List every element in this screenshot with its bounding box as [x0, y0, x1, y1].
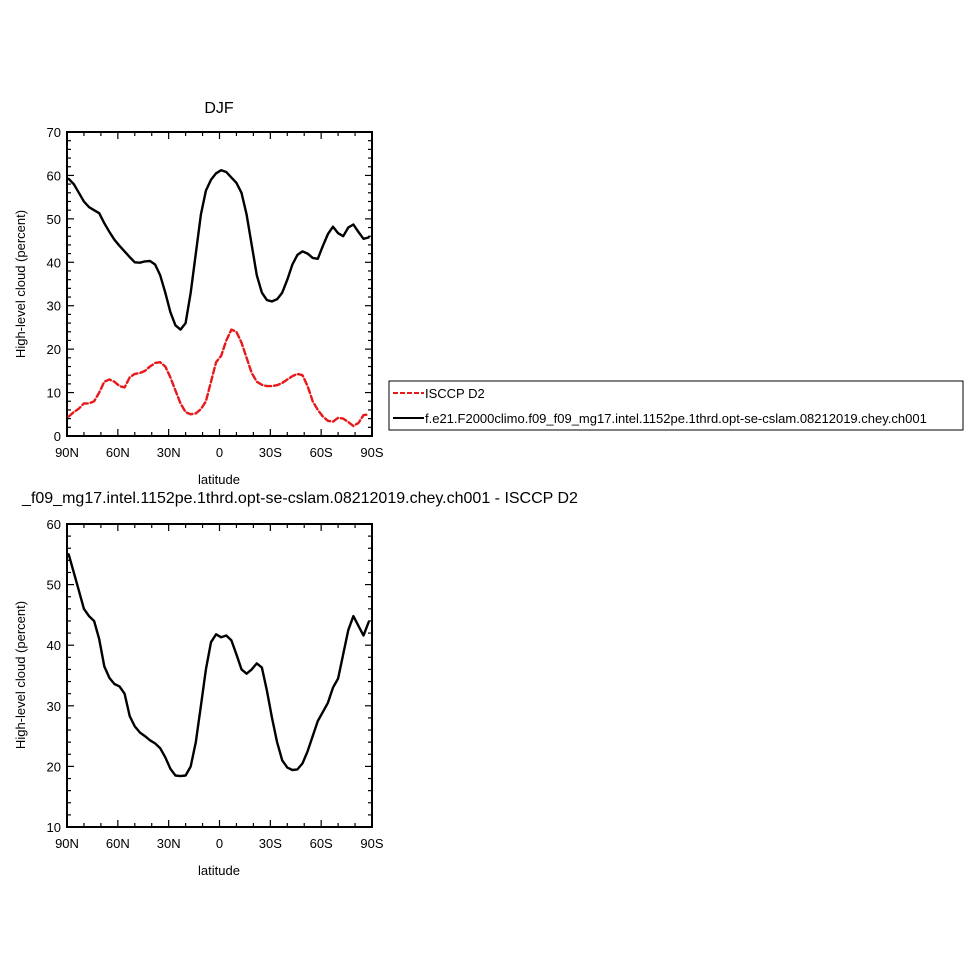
bottom-panel: _f09_mg17.intel.1152pe.1thrd.opt-se-csla… — [13, 490, 578, 878]
bottom-y-tick-label: 30 — [47, 699, 61, 714]
top-x-tick-label: 30N — [157, 445, 181, 460]
legend-box — [388, 380, 964, 431]
top-x-tick-label: 90S — [360, 445, 383, 460]
top-x-tick-label: 90N — [55, 445, 79, 460]
bottom-y-tick-label: 60 — [47, 517, 61, 532]
bottom-x-tick-label: 0 — [216, 836, 223, 851]
top-y-tick-label: 10 — [47, 386, 61, 401]
top-x-tick-label: 60N — [106, 445, 130, 460]
bottom-y-tick-label: 40 — [47, 638, 61, 653]
top-series-line-0 — [67, 328, 370, 428]
bottom-series-line-0 — [67, 553, 370, 778]
bottom-y-tick-label: 20 — [47, 759, 61, 774]
bottom-x-tick-label: 30S — [259, 836, 282, 851]
bottom-chart-title: _f09_mg17.intel.1152pe.1thrd.opt-se-csla… — [21, 490, 578, 507]
top-ticks: 0 10 20 30 40 50 60 70 90N 60N 30N 0 30S 60S 90S — [47, 125, 384, 460]
bottom-plot-frame — [66, 523, 373, 828]
bottom-y-tick-label: 10 — [47, 820, 61, 835]
top-y-tick-label: 70 — [47, 125, 61, 140]
top-series-lines — [67, 168, 370, 428]
bottom-x-tick-label: 90S — [360, 836, 383, 851]
bottom-series-lines — [67, 553, 370, 778]
top-y-axis-label: High-level cloud (percent) — [13, 210, 28, 358]
bottom-x-tick-label: 30N — [157, 836, 181, 851]
top-x-tick-label: 30S — [259, 445, 282, 460]
bottom-ticks: 10 20 30 40 50 60 90N 60N 30N 0 30S 60S 90S — [47, 517, 384, 851]
top-series-line-1 — [67, 168, 370, 331]
top-x-axis-label: latitude — [198, 472, 240, 487]
bottom-x-axis-label: latitude — [198, 863, 240, 878]
top-y-tick-label: 0 — [54, 429, 61, 444]
top-chart-title: DJF — [204, 100, 234, 117]
top-y-tick-label: 30 — [47, 299, 61, 314]
top-y-tick-label: 20 — [47, 342, 61, 357]
legend: ISCCP D2 f.e21.F2000climo.f09_f09_mg17.i… — [388, 380, 964, 431]
top-panel: DJF 0 10 20 30 40 50 60 70 90N 60N 30N 0 30S 60S 90S l… — [13, 100, 384, 487]
top-plot-frame — [66, 131, 373, 437]
legend-label-isccp: ISCCP D2 — [425, 386, 485, 401]
bottom-y-axis-label: High-level cloud (percent) — [13, 601, 28, 749]
legend-label-model: f.e21.F2000climo.f09_f09_mg17.intel.1152… — [425, 411, 927, 426]
top-y-tick-label: 40 — [47, 255, 61, 270]
bottom-x-tick-label: 90N — [55, 836, 79, 851]
top-y-tick-label: 50 — [47, 212, 61, 227]
top-x-tick-label: 0 — [216, 445, 223, 460]
bottom-x-tick-label: 60N — [106, 836, 130, 851]
bottom-y-tick-label: 50 — [47, 578, 61, 593]
bottom-x-tick-label: 60S — [310, 836, 333, 851]
top-y-tick-label: 60 — [47, 168, 61, 183]
top-x-tick-label: 60S — [310, 445, 333, 460]
